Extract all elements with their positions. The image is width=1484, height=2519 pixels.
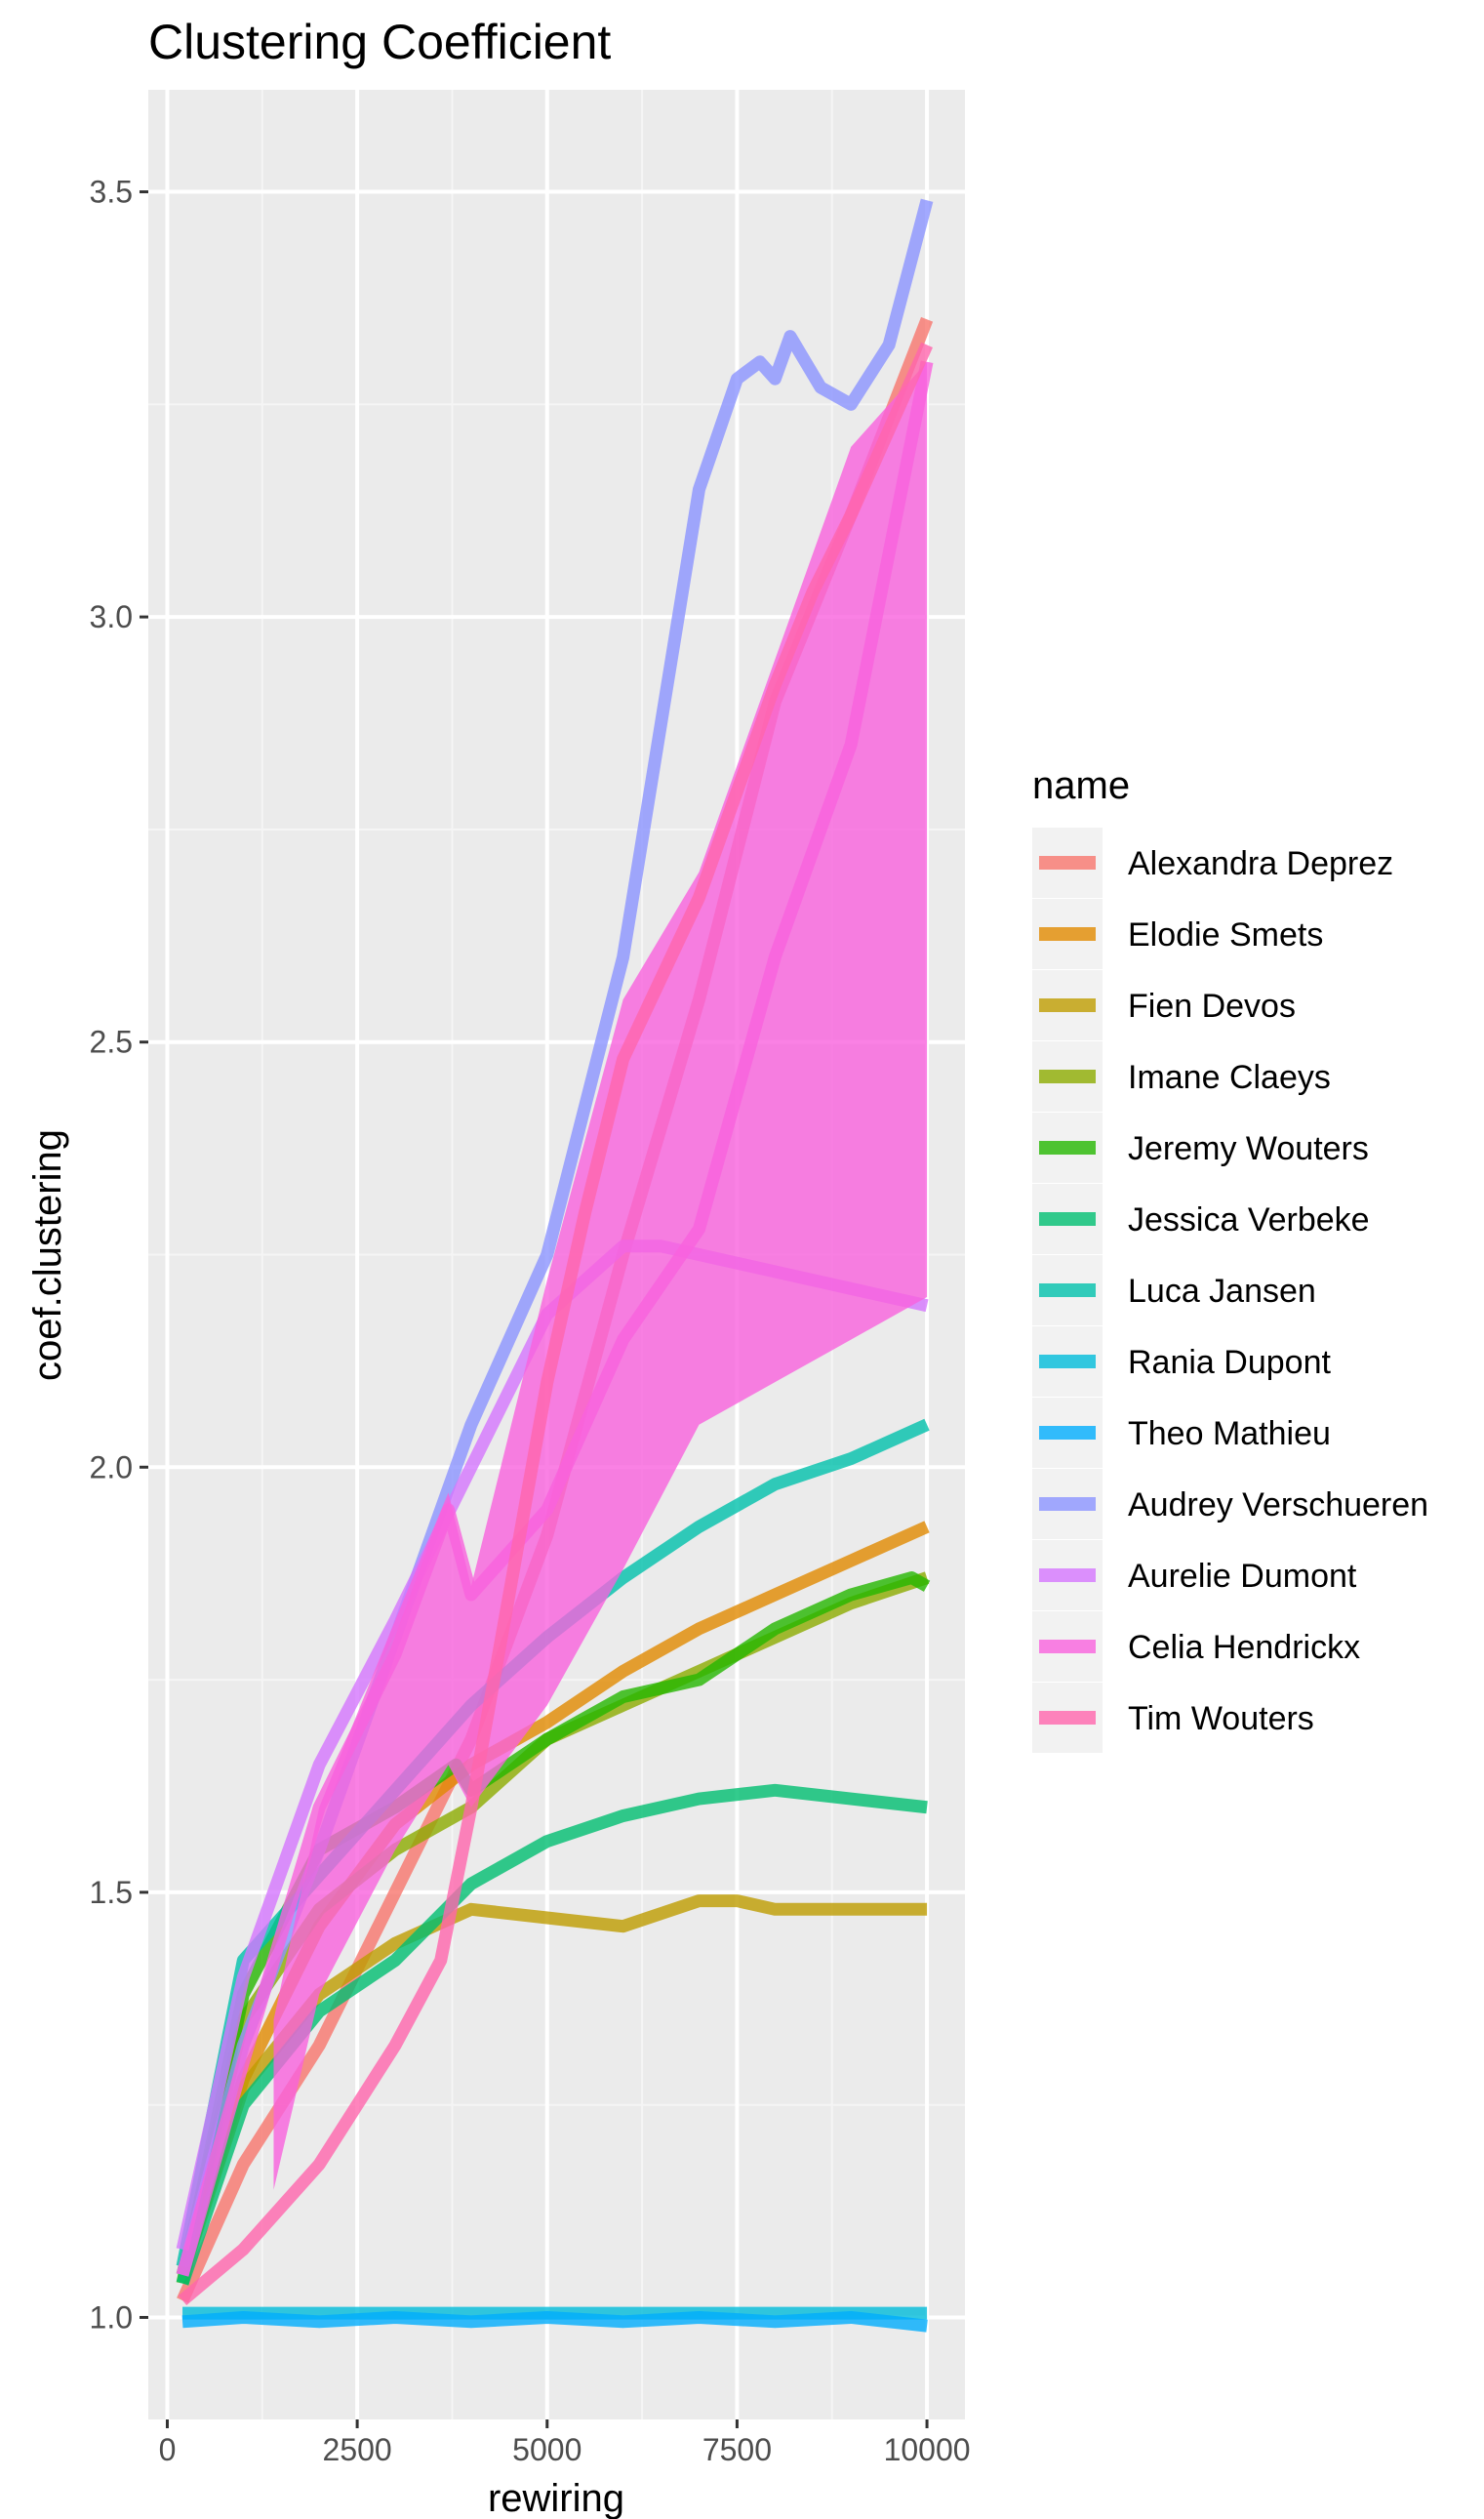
legend-label-theo-mathieu: Theo Mathieu xyxy=(1128,1415,1331,1452)
x-axis-label: rewiring xyxy=(488,2477,624,2519)
x-tick-label: 5000 xyxy=(512,2432,582,2467)
legend: name Alexandra Deprez Elodie Smets Fien De… xyxy=(1032,764,1428,1753)
chart-title: Clustering Coefficient xyxy=(148,15,611,69)
legend-label-tim-wouters: Tim Wouters xyxy=(1128,1700,1314,1737)
legend-label-fien-devos: Fien Devos xyxy=(1128,988,1296,1025)
legend-title: name xyxy=(1032,764,1130,807)
x-tick-label: 0 xyxy=(159,2432,177,2467)
legend-label-audrey-verschueren: Audrey Verschueren xyxy=(1128,1486,1428,1524)
legend-label-rania-dupont: Rania Dupont xyxy=(1128,1344,1331,1381)
series-line-celia-hendrickx xyxy=(176,360,934,2277)
x-tick-label: 10000 xyxy=(884,2432,971,2467)
x-tick-label: 2500 xyxy=(323,2432,392,2467)
y-tick-label: 3.5 xyxy=(90,175,133,210)
y-axis-label: coef.clustering xyxy=(26,1129,69,1381)
y-tick-label: 1.0 xyxy=(90,2299,133,2335)
legend-label-jessica-verbeke: Jessica Verbeke xyxy=(1128,1201,1370,1239)
series-line-theo-mathieu xyxy=(181,2310,928,2333)
y-tick-label: 3.0 xyxy=(90,599,133,634)
y-tick-label: 2.0 xyxy=(90,1449,133,1484)
legend-label-jeremy-wouters: Jeremy Wouters xyxy=(1128,1130,1369,1167)
legend-label-aurelie-dumont: Aurelie Dumont xyxy=(1128,1558,1357,1595)
series-line-tim-wouters xyxy=(178,342,934,2306)
legend-label-elodie-smets: Elodie Smets xyxy=(1128,916,1323,954)
legend-label-imane-claeys: Imane Claeys xyxy=(1128,1059,1331,1096)
legend-label-celia-hendrickx: Celia Hendrickx xyxy=(1128,1629,1360,1666)
y-tick-label: 2.5 xyxy=(90,1025,133,1060)
legend-label-luca-jansen: Luca Jansen xyxy=(1128,1273,1316,1310)
series-band-celia-hendrickx xyxy=(273,361,928,2190)
series-layer xyxy=(176,198,934,2333)
legend-label-alexandra-deprez: Alexandra Deprez xyxy=(1128,845,1393,882)
y-tick-label: 1.5 xyxy=(90,1875,133,1910)
axis-ticks: 0 2500 5000 7500 10000 1.0 1.5 2.0 2.5 3.0 3.5 xyxy=(90,175,971,2467)
x-tick-label: 7500 xyxy=(702,2432,772,2467)
